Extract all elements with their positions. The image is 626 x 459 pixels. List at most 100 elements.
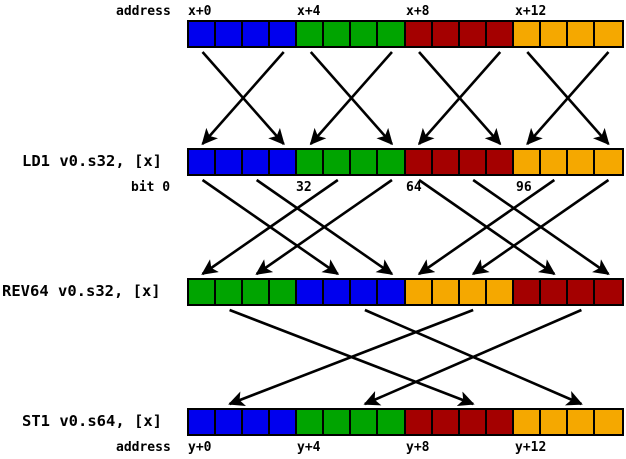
byte-cell — [486, 410, 514, 434]
ld1-to-rev64-arrows-line — [255, 178, 394, 276]
row-st1 — [187, 408, 624, 436]
bit-axis-tick-0: 32 — [296, 180, 312, 195]
byte-cell — [324, 410, 352, 434]
byte-cell — [216, 280, 244, 304]
byte-cell — [486, 150, 514, 174]
top-address-prefix-label: address — [116, 4, 171, 19]
rev64-instruction-label: REV64 v0.s32, [x] — [2, 282, 161, 300]
ld1-to-rev64-arrows-line — [471, 178, 610, 276]
byte-cell — [405, 22, 433, 46]
byte-cell — [567, 410, 595, 434]
byte-cell — [486, 22, 514, 46]
byte-cell — [432, 150, 460, 174]
memory-to-ld1-arrows-line — [417, 51, 502, 146]
byte-cell — [459, 410, 487, 434]
top-address-tick-0: x+0 — [188, 4, 212, 19]
ld1-to-rev64-arrows-line — [472, 178, 610, 276]
byte-cell — [243, 410, 271, 434]
byte-cell — [297, 22, 325, 46]
ld1-to-rev64-arrows-line — [201, 178, 339, 276]
bottom-address-prefix-label: address — [116, 440, 171, 455]
ld1-to-rev64-arrows-line — [255, 178, 393, 276]
byte-cell — [405, 150, 433, 174]
byte-cell — [297, 410, 325, 434]
memory-to-ld1-arrows-line — [309, 51, 394, 146]
byte-cell — [378, 410, 406, 434]
byte-cell — [189, 280, 217, 304]
byte-cell — [351, 410, 379, 434]
byte-cell — [432, 410, 460, 434]
byte-cell — [459, 280, 487, 304]
byte-cell — [432, 280, 460, 304]
byte-cell — [405, 280, 433, 304]
byte-cell — [270, 22, 298, 46]
row-rev64 — [187, 278, 624, 306]
byte-cell — [270, 410, 298, 434]
byte-cell — [459, 22, 487, 46]
rev64-to-st1-arrows-line — [363, 308, 582, 406]
byte-cell — [351, 280, 379, 304]
byte-cell — [378, 280, 406, 304]
byte-cell — [324, 150, 352, 174]
bottom-address-tick-2: y+8 — [406, 440, 430, 455]
byte-cell — [513, 22, 541, 46]
byte-cell — [594, 150, 622, 174]
byte-cell — [243, 150, 271, 174]
byte-cell — [216, 150, 244, 174]
ld1-to-rev64-arrows-line — [201, 178, 340, 276]
byte-cell — [189, 410, 217, 434]
top-address-tick-2: x+8 — [406, 4, 430, 19]
byte-cell — [594, 22, 622, 46]
row-ld1 — [187, 148, 624, 176]
byte-cell — [216, 410, 244, 434]
byte-cell — [432, 22, 460, 46]
memory-to-ld1-arrows-line — [201, 51, 285, 146]
memory-to-ld1-arrows-line — [201, 51, 285, 146]
memory-to-ld1-arrows-line — [526, 51, 610, 146]
byte-cell — [243, 22, 271, 46]
byte-cell — [324, 22, 352, 46]
byte-cell — [513, 150, 541, 174]
arrow-lines — [201, 51, 610, 407]
top-address-tick-3: x+12 — [515, 4, 547, 19]
rev64-to-st1-arrows-line — [229, 308, 475, 407]
byte-cell — [189, 150, 217, 174]
byte-cell — [378, 150, 406, 174]
rev64-to-st1-arrows-line — [364, 308, 583, 406]
bit-axis-tick-2: 96 — [516, 180, 532, 195]
byte-cell — [297, 280, 325, 304]
byte-cell — [351, 150, 379, 174]
byte-cell — [513, 410, 541, 434]
byte-cell — [189, 22, 217, 46]
bottom-address-tick-0: y+0 — [188, 440, 212, 455]
ld1-to-rev64-arrows-line — [418, 178, 556, 276]
bottom-address-tick-3: y+12 — [515, 440, 547, 455]
row-memory-in — [187, 20, 624, 48]
byte-cell — [540, 150, 568, 174]
st1-instruction-label: ST1 v0.s64, [x] — [22, 412, 162, 430]
byte-cell — [567, 22, 595, 46]
byte-cell — [567, 280, 595, 304]
byte-cell — [486, 280, 514, 304]
byte-cell — [216, 22, 244, 46]
byte-cell — [594, 280, 622, 304]
bit-axis-prefix-label: bit 0 — [131, 180, 171, 195]
memory-to-ld1-arrows-line — [418, 51, 502, 146]
byte-cell — [540, 22, 568, 46]
byte-cell — [540, 410, 568, 434]
byte-cell — [270, 280, 298, 304]
memory-to-ld1-arrows-line — [309, 51, 393, 146]
bottom-address-tick-1: y+4 — [297, 440, 321, 455]
byte-cell — [540, 280, 568, 304]
bit-axis-tick-1: 64 — [406, 180, 422, 195]
byte-cell — [567, 150, 595, 174]
byte-cell — [243, 280, 271, 304]
byte-cell — [459, 150, 487, 174]
byte-cell — [324, 280, 352, 304]
ld1-to-rev64-arrows-line — [417, 178, 556, 276]
byte-cell — [297, 150, 325, 174]
memory-to-ld1-arrows-line — [526, 51, 610, 146]
byte-cell — [513, 280, 541, 304]
byte-cell — [270, 150, 298, 174]
